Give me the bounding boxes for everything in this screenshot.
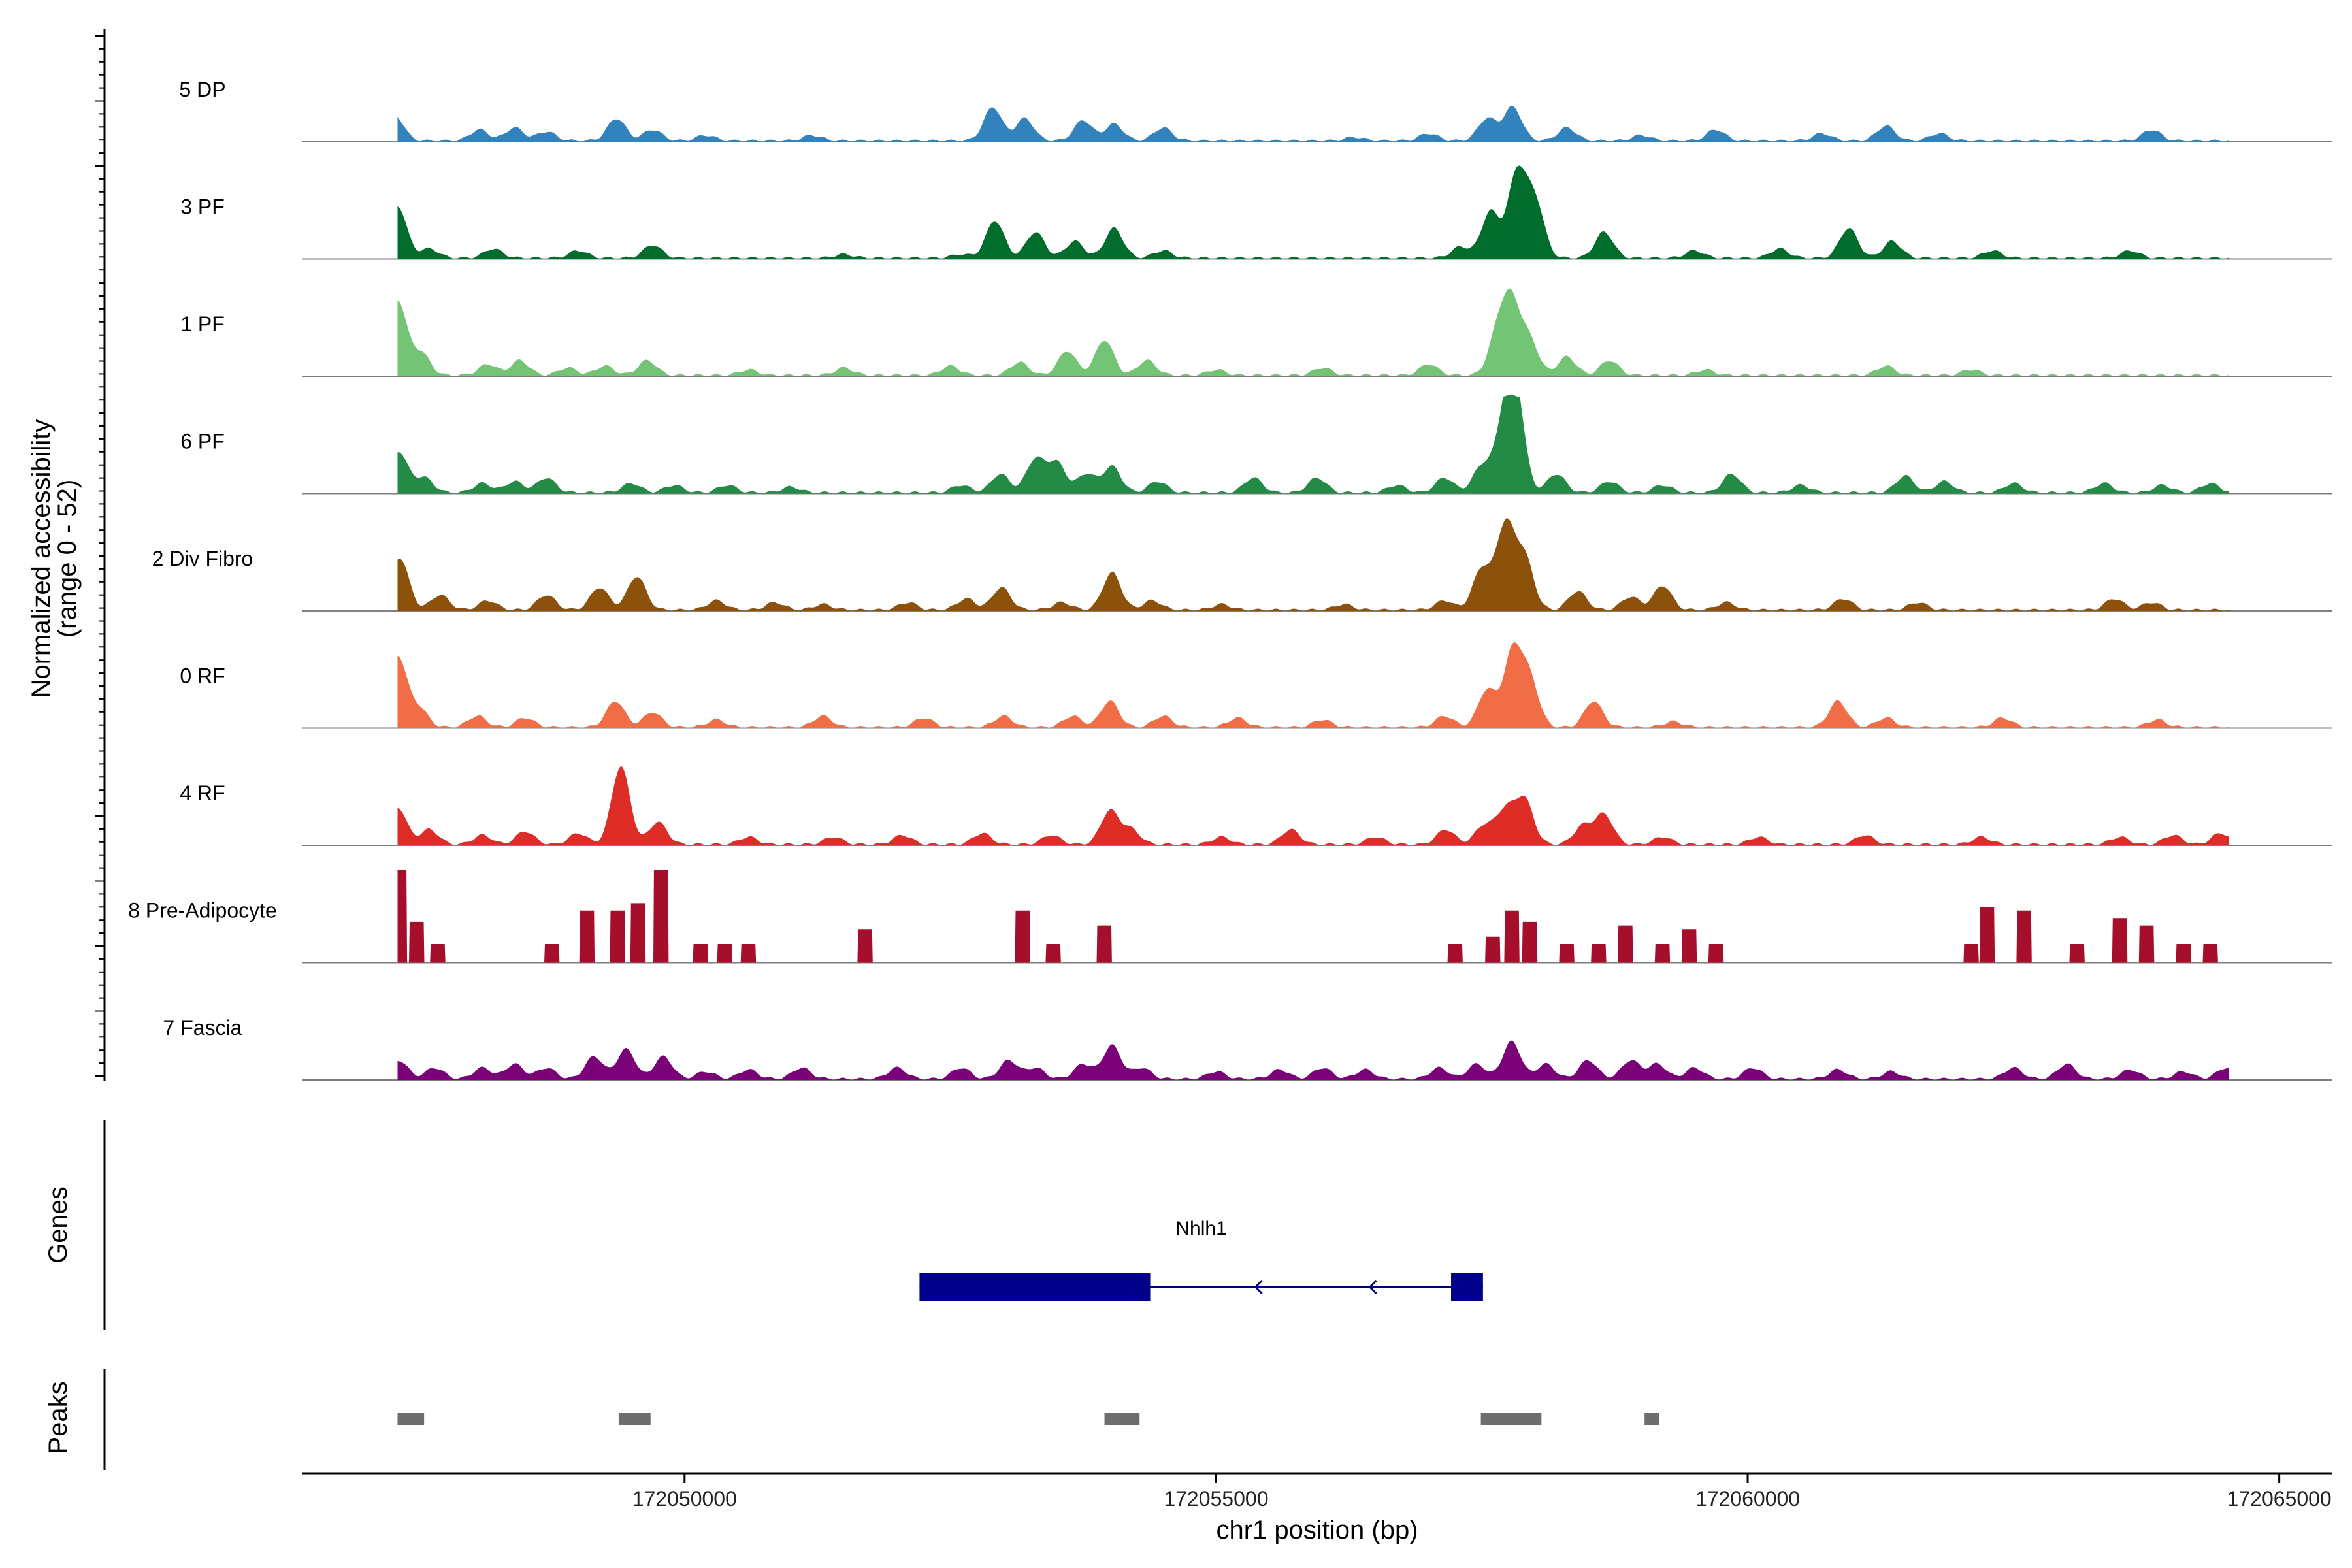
coverage-area [397, 766, 2230, 845]
track-3-pf: 3 PF [180, 165, 2332, 260]
coverage-area [397, 870, 2230, 963]
gene-model [919, 1273, 1483, 1301]
track-4-rf: 4 RF [180, 766, 2332, 846]
track-0-rf: 0 RF [180, 642, 2332, 729]
y-axis-range: (range 0 - 52) [53, 480, 82, 638]
coverage-area [397, 1040, 2230, 1080]
coverage-tracks: 5 DP 3 PF 1 PF 6 PF 2 Div Fibro 0 RF 4 RF 8 Pre… [128, 78, 2332, 1081]
strand-arrow [1254, 1279, 1263, 1295]
track-7-fascia: 7 Fascia [163, 1016, 2332, 1081]
x-tick-label: 172060000 [1695, 1487, 1800, 1511]
track-5-dp: 5 DP [179, 78, 2332, 142]
genes-panel-label: Genes [44, 1186, 73, 1264]
track-2-div-fibro: 2 Div Fibro [152, 518, 2332, 612]
x-axis: 172050000 172055000 172060000 172065000 chr… [302, 1472, 2332, 1544]
gene-name-label: Nhlh1 [1175, 1218, 1226, 1239]
peaks-panel-label: Peaks [44, 1381, 73, 1454]
track-8-pre-adipocyte: 8 Pre-Adipocyte [128, 870, 2332, 964]
x-tick-label: 172050000 [632, 1487, 737, 1511]
peak-region [618, 1413, 651, 1425]
track-label: 1 PF [180, 312, 225, 336]
peak-region [397, 1413, 425, 1425]
peak-region [1104, 1413, 1140, 1425]
x-tick-label: 172055000 [1164, 1487, 1268, 1511]
peak-regions [397, 1413, 1659, 1425]
peaks-panel: Peaks [44, 1369, 1659, 1470]
track-label: 8 Pre-Adipocyte [128, 899, 277, 923]
track-label: 6 PF [180, 430, 225, 453]
track-label: 0 RF [180, 664, 225, 688]
track-label: 5 DP [179, 78, 225, 101]
track-label: 2 Div Fibro [152, 547, 253, 570]
y-axis-title: Normalized accessibility [27, 419, 56, 698]
y-axis-ticks [95, 35, 105, 1077]
track-label: 4 RF [180, 781, 225, 805]
genes-panel: Genes Nhlh1 [44, 1120, 1483, 1330]
peak-region [1480, 1413, 1542, 1425]
track-1-pf: 1 PF [180, 288, 2332, 377]
peak-region [1644, 1413, 1659, 1425]
y-axis: Normalized accessibility (range 0 - 52) [27, 29, 106, 1081]
x-axis-title: chr1 position (bp) [1216, 1516, 1418, 1544]
gene-exon [1451, 1273, 1483, 1301]
track-label: 3 PF [180, 195, 225, 219]
track-6-pf: 6 PF [180, 395, 2332, 495]
track-label: 7 Fascia [163, 1016, 242, 1039]
x-axis-ticks: 172050000 172055000 172060000 172065000 [632, 1473, 2332, 1511]
strand-arrow [1368, 1279, 1377, 1295]
gene-exon [919, 1273, 1151, 1301]
x-tick-label: 172065000 [2227, 1487, 2332, 1511]
